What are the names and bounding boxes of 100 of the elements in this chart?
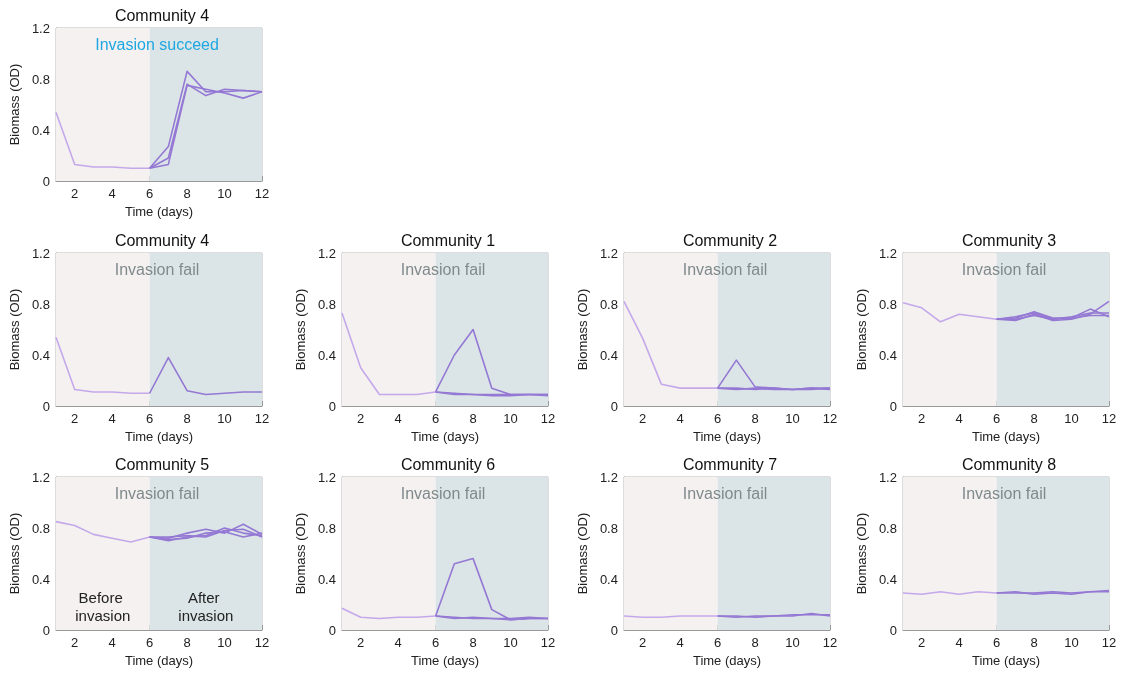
x-tick-label: 10	[785, 635, 800, 650]
x-tick-label: 2	[918, 635, 926, 650]
y-tick-label: 1.2	[317, 245, 336, 261]
x-tick-label: 4	[108, 635, 116, 650]
chart-title: Community 5	[114, 455, 210, 473]
x-tick-label: 12	[254, 186, 270, 201]
y-axis-title: Biomass (OD)	[293, 512, 308, 595]
y-tick-label: 0	[610, 398, 618, 414]
y-tick-label: 0	[328, 622, 336, 638]
x-tick-label: 8	[751, 411, 759, 426]
x-tick-label: 6	[146, 186, 154, 201]
y-tick-label: 1.2	[878, 469, 897, 485]
y-tick-label: 0	[889, 398, 897, 414]
annotation: After invasion	[178, 588, 234, 624]
x-tick-label: 12	[540, 635, 556, 650]
x-tick-label: 2	[71, 635, 79, 650]
x-tick-label: 6	[714, 411, 722, 426]
x-tick-label: 10	[1064, 635, 1079, 650]
y-tick-label: 0.8	[317, 520, 336, 536]
chart-title: Community 1	[400, 231, 496, 249]
x-tick-label: 2	[639, 411, 647, 426]
x-tick-label: 4	[676, 635, 684, 650]
x-tick-label: 2	[357, 411, 365, 426]
x-tick-label: 12	[1101, 411, 1117, 426]
chart-title: Community 3	[961, 231, 1057, 249]
x-tick-label: 8	[469, 411, 477, 426]
annotation: Invasion fail	[400, 260, 486, 278]
x-tick-label: 4	[394, 635, 402, 650]
annotation: Invasion fail	[114, 260, 200, 278]
x-tick-label: 4	[955, 411, 963, 426]
y-tick-label: 1.2	[317, 469, 336, 485]
y-axis-title: Biomass (OD)	[7, 512, 22, 595]
x-axis-title: Time (days)	[124, 204, 194, 219]
x-tick-label: 4	[394, 411, 402, 426]
x-tick-label: 2	[918, 411, 926, 426]
x-axis-title: Time (days)	[971, 653, 1041, 668]
annotation: Invasion fail	[400, 484, 486, 502]
annotation: Invasion fail	[682, 260, 768, 278]
x-tick-label: 10	[503, 411, 518, 426]
y-tick-label: 0	[42, 622, 50, 638]
y-tick-label: 1.2	[31, 20, 50, 36]
y-tick-label: 0	[42, 173, 50, 189]
y-tick-label: 0.8	[31, 296, 50, 312]
x-tick-label: 6	[714, 635, 722, 650]
x-axis-title: Time (days)	[692, 653, 762, 668]
x-tick-label: 8	[1030, 635, 1038, 650]
x-tick-label: 2	[639, 635, 647, 650]
x-tick-label: 10	[785, 411, 800, 426]
x-tick-label: 12	[254, 411, 270, 426]
x-tick-label: 8	[469, 635, 477, 650]
x-tick-label: 12	[822, 411, 838, 426]
x-tick-label: 4	[676, 411, 684, 426]
y-axis-title: Biomass (OD)	[293, 288, 308, 371]
x-tick-label: 4	[955, 635, 963, 650]
x-tick-label: 12	[1101, 635, 1117, 650]
y-tick-label: 0.8	[599, 520, 618, 536]
x-tick-label: 8	[183, 186, 191, 201]
x-axis-title: Time (days)	[124, 429, 194, 444]
chart-title: Community 8	[961, 455, 1057, 473]
x-tick-label: 6	[146, 411, 154, 426]
y-tick-label: 1.2	[31, 469, 50, 485]
y-tick-label: 0.8	[317, 296, 336, 312]
x-tick-label: 6	[432, 635, 440, 650]
y-axis-title: Biomass (OD)	[854, 512, 869, 595]
y-tick-label: 0.4	[878, 347, 897, 363]
x-axis-title: Time (days)	[410, 653, 480, 668]
chart-title: Community 4	[114, 6, 210, 24]
x-tick-label: 10	[217, 186, 232, 201]
x-tick-label: 8	[183, 635, 191, 650]
x-tick-label: 6	[432, 411, 440, 426]
x-tick-label: 8	[1030, 411, 1038, 426]
y-tick-label: 0	[42, 398, 50, 414]
chart-title: Community 2	[682, 231, 778, 249]
y-tick-label: 1.2	[31, 245, 50, 261]
y-axis-title: Biomass (OD)	[854, 288, 869, 371]
y-tick-label: 0.8	[31, 520, 50, 536]
y-tick-label: 1.2	[599, 469, 618, 485]
chart-title: Community 6	[400, 455, 496, 473]
y-tick-label: 0.8	[599, 296, 618, 312]
x-tick-label: 4	[108, 411, 116, 426]
x-tick-label: 2	[357, 635, 365, 650]
y-tick-label: 0.4	[317, 571, 336, 587]
x-tick-label: 10	[503, 635, 518, 650]
y-tick-label: 0	[889, 622, 897, 638]
x-tick-label: 12	[254, 635, 270, 650]
annotation: Invasion fail	[114, 484, 200, 502]
y-tick-label: 1.2	[599, 245, 618, 261]
y-tick-label: 1.2	[878, 245, 897, 261]
y-tick-label: 0.4	[31, 571, 50, 587]
chart-title: Community 4	[114, 231, 210, 249]
x-tick-label: 6	[993, 635, 1001, 650]
x-tick-label: 10	[217, 635, 232, 650]
chart-title: Community 7	[682, 455, 778, 473]
y-tick-label: 0.4	[317, 347, 336, 363]
x-axis-title: Time (days)	[971, 429, 1041, 444]
annotation: Invasion fail	[961, 484, 1047, 502]
x-axis-title: Time (days)	[692, 429, 762, 444]
y-tick-label: 0.4	[31, 122, 50, 138]
annotation: Invasion fail	[961, 260, 1047, 278]
y-axis-title: Biomass (OD)	[575, 512, 590, 595]
